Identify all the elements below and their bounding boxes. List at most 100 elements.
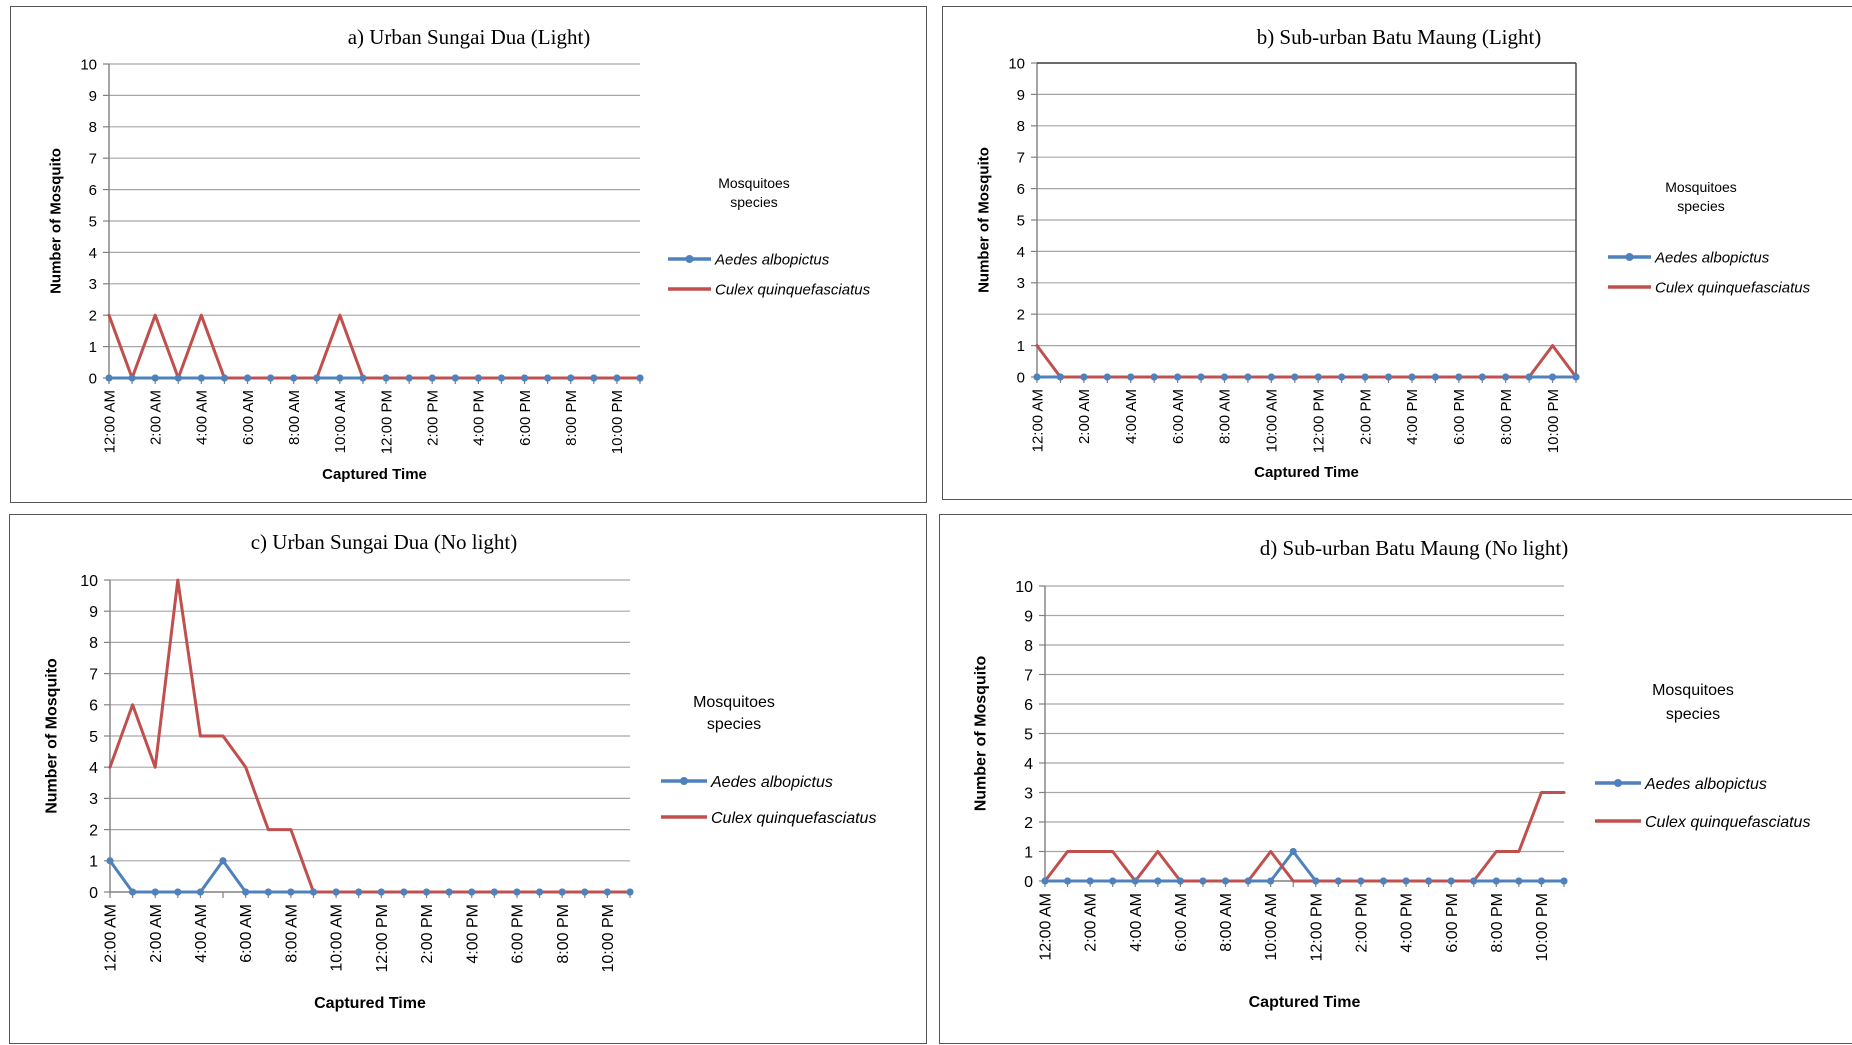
chart-c-x-tick-label: 8:00 PM: [555, 904, 572, 964]
chart-c-series-aedes-point: [151, 888, 159, 896]
chart-a-series-aedes-point: [197, 374, 205, 382]
chart-a-y-tick-label: 6: [89, 182, 97, 199]
chart-c-legend-title: Mosquitoes: [693, 694, 775, 711]
chart-d-x-tick-label: 4:00 PM: [1399, 893, 1416, 953]
chart-d-title: d) Sub-urban Batu Maung (No light): [1260, 536, 1569, 560]
chart-d-series-aedes-point: [1560, 877, 1568, 885]
chart-d-legend-title: Mosquitoes: [1652, 682, 1734, 699]
chart-a-series-aedes-point: [220, 374, 228, 382]
chart-c-series-aedes-point: [513, 888, 521, 896]
chart-a-y-tick-label: 1: [89, 339, 97, 356]
chart-b-y-tick-label: 8: [1017, 118, 1025, 135]
chart-c-legend-marker-aedes: [680, 777, 688, 785]
chart-d-series-aedes-point: [1267, 877, 1275, 885]
chart-d-y-axis-label: Number of Mosquito: [973, 656, 990, 812]
chart-b-series-aedes-point: [1103, 373, 1111, 381]
chart-b-y-tick-label: 6: [1017, 181, 1025, 198]
chart-b-series-aedes-point: [1549, 373, 1557, 381]
chart-c-series-culex-line: [108, 578, 632, 894]
chart-b-series-aedes-point: [1478, 373, 1486, 381]
chart-b-series-aedes-point: [1056, 373, 1064, 381]
chart-c-x-tick-label: 6:00 PM: [510, 904, 527, 964]
chart-a-series-aedes-point: [382, 374, 390, 382]
chart-d-y-tick-label: 5: [1024, 726, 1033, 743]
chart-b-y-tick-label: 7: [1017, 150, 1025, 167]
chart-a-x-tick-label: 8:00 AM: [286, 390, 303, 445]
chart-b-series-aedes-point: [1220, 373, 1228, 381]
chart-d-series-aedes-point: [1244, 877, 1252, 885]
chart-c-series-aedes-point: [196, 888, 204, 896]
chart-a-y-tick-label: 10: [80, 56, 97, 73]
chart-d-legend-label-aedes: Aedes albopictus: [1644, 776, 1767, 793]
chart-panel-d: d) Sub-urban Batu Maung (No light) 0 1 2 3 4 5…: [939, 514, 1852, 1044]
chart-c-series-aedes-point: [558, 888, 566, 896]
chart-c-x-tick-label: 2:00 AM: [148, 904, 165, 963]
chart-d-series-aedes-point: [1109, 877, 1117, 885]
chart-c-series-aedes-point: [287, 888, 295, 896]
chart-c-x-axis-label: Captured Time: [314, 995, 426, 1012]
chart-c-y-tick-label: 1: [89, 854, 98, 871]
chart-c-y-tick-label: 3: [89, 791, 98, 808]
chart-d-series-culex-line: [1043, 791, 1566, 883]
chart-c-series-aedes-point: [490, 888, 498, 896]
chart-a-series-aedes-point: [359, 374, 367, 382]
chart-b-series-aedes-point: [1150, 373, 1158, 381]
chart-d-x-tick-label: 8:00 AM: [1218, 893, 1235, 952]
chart-d-y-tick-label: 6: [1024, 697, 1033, 714]
chart-c-x-tick-label: 6:00 AM: [238, 904, 255, 963]
chart-b-x-tick-label: 4:00 AM: [1123, 389, 1140, 444]
chart-c-series-aedes-point: [355, 888, 363, 896]
chart-d-svg: d) Sub-urban Batu Maung (No light) 0 1 2 3 4 5…: [973, 536, 1811, 1011]
chart-c-y-tick-label: 10: [80, 573, 98, 590]
chart-d-series-aedes-point: [1447, 877, 1455, 885]
chart-a-series-culex-line: [107, 313, 642, 380]
chart-a-x-tick-label: 2:00 PM: [424, 390, 441, 446]
chart-d-series-aedes-point: [1537, 877, 1545, 885]
chart-d-x-tick-label: 10:00 AM: [1263, 893, 1280, 961]
chart-b-series-aedes-point: [1385, 373, 1393, 381]
chart-b-x-tick-label: 10:00 PM: [1545, 389, 1562, 453]
chart-b-series-aedes-point: [1455, 373, 1463, 381]
chart-c-series-aedes-line: [108, 859, 632, 894]
chart-b-x-tick-label: 4:00 PM: [1404, 389, 1421, 445]
chart-d-series-aedes-point: [1470, 877, 1478, 885]
chart-a-legend-title: species: [730, 194, 777, 210]
chart-b-series-aedes-point: [1431, 373, 1439, 381]
chart-d-x-tick-label: 6:00 PM: [1444, 893, 1461, 953]
chart-d-y-tick-label: 2: [1024, 815, 1033, 832]
chart-a-series-aedes-point: [567, 374, 575, 382]
chart-b-y-tick-label: 9: [1017, 87, 1025, 104]
chart-c-series-aedes-point: [400, 888, 408, 896]
chart-c-series-aedes-point: [536, 888, 544, 896]
chart-d-legend-marker-aedes: [1614, 779, 1622, 787]
chart-a-x-tick-label: 10:00 PM: [609, 390, 626, 454]
chart-c-series-aedes-point: [581, 888, 589, 896]
chart-a-series-aedes-point: [451, 374, 459, 382]
chart-d-series-aedes-point: [1222, 877, 1230, 885]
chart-a-svg: a) Urban Sungai Dua (Light) 0 1 2 3 4 5 6 7 8 9 10 1…: [47, 25, 870, 483]
chart-b-x-axis-label: Captured Time: [1254, 464, 1359, 481]
chart-a-y-tick-label: 9: [89, 88, 97, 105]
chart-b-legend-marker-aedes: [1625, 253, 1634, 261]
chart-a-x-tick-label: 2:00 AM: [147, 390, 164, 445]
chart-d-series-aedes-point: [1515, 877, 1523, 885]
chart-a-series-aedes-point: [544, 374, 552, 382]
chart-d-series-aedes-point: [1086, 877, 1094, 885]
chart-b-y-tick-label: 10: [1008, 55, 1025, 72]
chart-c-series-aedes-point: [603, 888, 611, 896]
chart-c-y-tick-label: 2: [89, 822, 98, 839]
chart-c-x-tick-label: 4:00 AM: [193, 904, 210, 963]
chart-b-series-aedes-point: [1338, 373, 1346, 381]
chart-a-x-tick-label: 12:00 PM: [378, 390, 395, 454]
chart-b-x-tick-label: 2:00 AM: [1076, 389, 1093, 444]
chart-c-y-tick-label: 8: [89, 635, 98, 652]
chart-c-y-tick-label: 7: [89, 666, 98, 683]
chart-c-y-axis-label: Number of Mosquito: [44, 658, 61, 814]
chart-b-x-tick-label: 10:00 AM: [1264, 389, 1281, 452]
chart-b-y-tick-label: 5: [1017, 212, 1025, 229]
chart-b-legend-label-culex: Culex quinquefasciatus: [1655, 279, 1811, 296]
chart-d-series-aedes-point: [1154, 877, 1162, 885]
chart-b-y-tick-label: 0: [1017, 369, 1025, 386]
chart-c-legend-label-aedes: Aedes albopictus: [710, 774, 833, 791]
chart-c-y-tick-label: 5: [89, 729, 98, 746]
